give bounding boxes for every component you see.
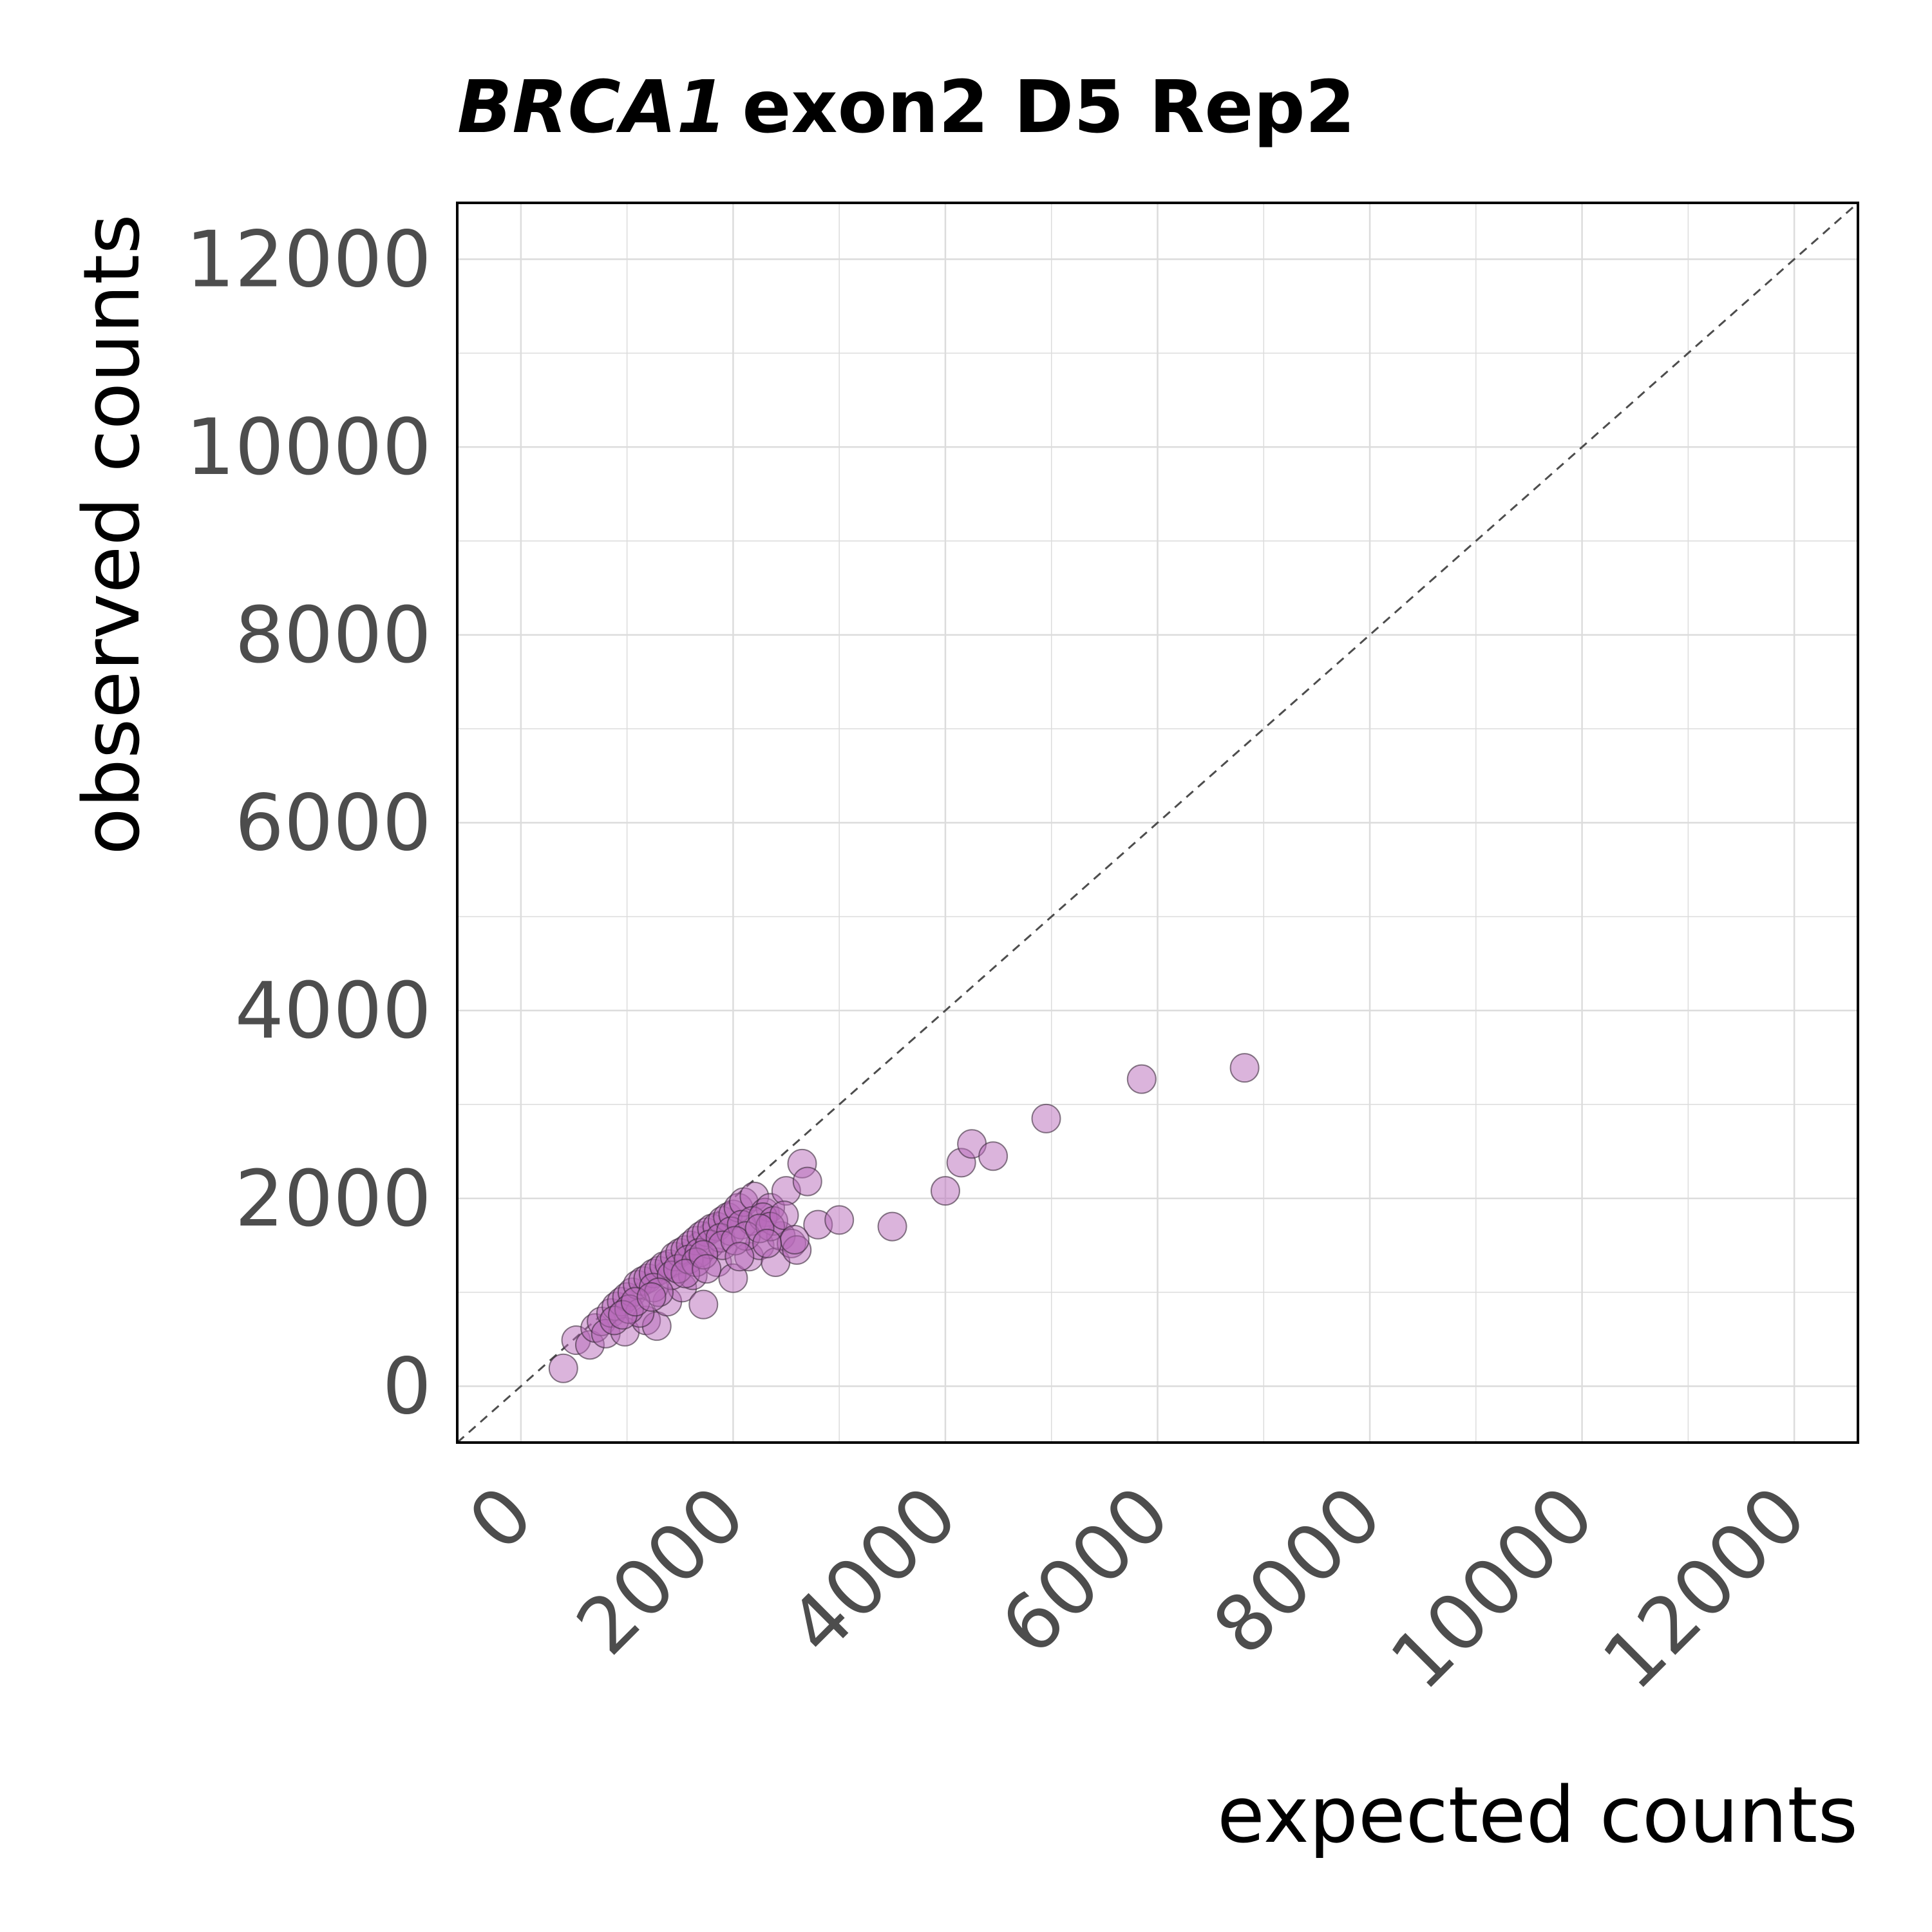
x-axis-title: expected counts [1217,1771,1858,1861]
title-rest: exon2 D5 Rep2 [742,66,1355,149]
y-tick-label: 2000 [235,1155,431,1244]
x-tick-label: 4000 [772,1470,974,1672]
x-tick-label: 0 [452,1470,550,1567]
y-tick-label: 12000 [185,216,431,305]
data-point [692,1254,722,1284]
data-point [978,1141,1009,1171]
data-point [724,1242,755,1272]
chart-title: BRCA1 exon2 D5 Rep2 [457,66,1355,149]
y-tick-label: 6000 [235,779,431,869]
data-point [779,1225,810,1255]
plot-frame [456,202,1859,1444]
data-point [877,1211,907,1242]
data-points [548,1053,1260,1383]
data-point [636,1282,667,1312]
y-axis-title: observed counts [68,214,157,855]
data-point [548,1353,578,1383]
data-point [688,1289,719,1320]
x-tick-label: 12000 [1586,1470,1823,1707]
data-point [1126,1064,1157,1094]
y-tick-label: 4000 [235,967,431,1056]
x-tick-label: 10000 [1374,1470,1611,1707]
y-tick-label: 8000 [235,591,431,681]
data-point [752,1228,782,1258]
y-tick-label: 10000 [185,403,431,493]
x-tick-label: 6000 [985,1470,1187,1672]
y-tick-labels: 0 2000 4000 6000 8000 10000 12000 [185,216,431,1432]
x-tick-label: 8000 [1197,1470,1399,1672]
data-point [930,1176,960,1206]
data-point [792,1166,822,1197]
y-tick-label: 0 [383,1343,431,1432]
data-point [824,1205,855,1235]
title-gene: BRCA1 [457,66,726,149]
x-tick-label: 2000 [560,1470,762,1672]
grid-lines [457,203,1858,1443]
data-point [1031,1103,1061,1133]
data-point [1229,1053,1260,1083]
